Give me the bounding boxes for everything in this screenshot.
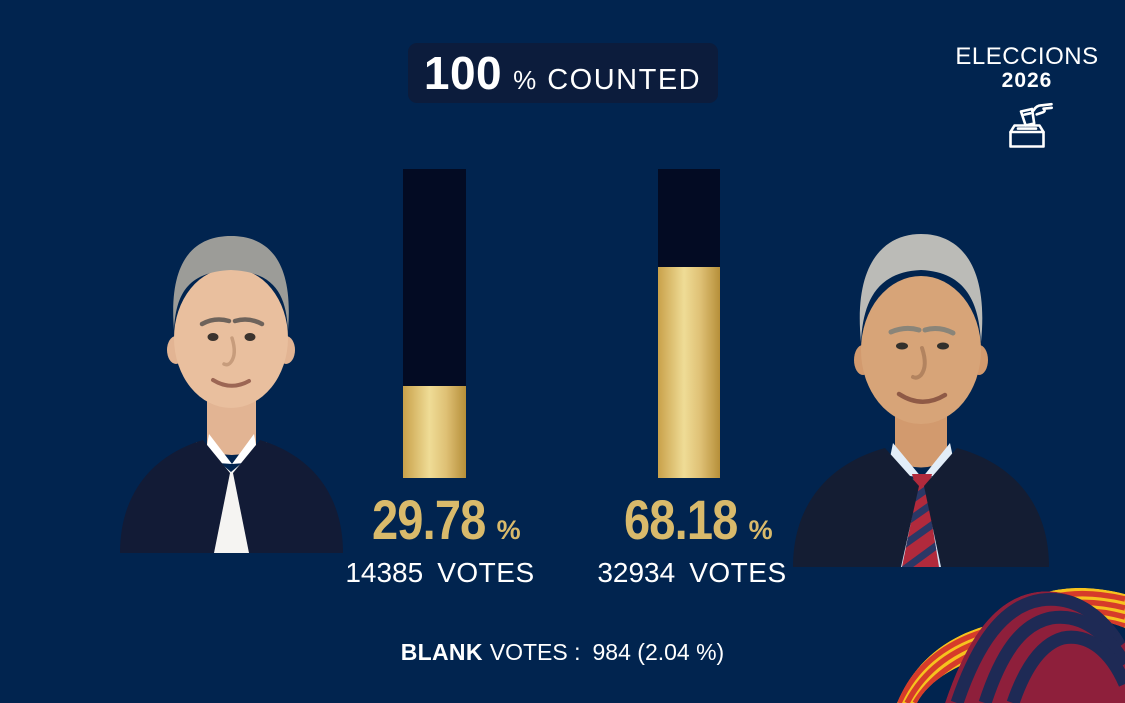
- brand-block: ELECCIONS 2026: [955, 44, 1099, 156]
- brand-year: 2026: [1001, 69, 1053, 93]
- result-right: 68.18% 32934 VOTES: [582, 492, 802, 589]
- pct-right-value: 68.18: [624, 488, 738, 551]
- bar-right-track: [658, 169, 720, 478]
- votes-right: 32934 VOTES: [582, 557, 802, 589]
- pct-left-sign: %: [496, 515, 521, 545]
- votes-left-label: VOTES: [437, 557, 535, 588]
- votes-right-label: VOTES: [689, 557, 787, 588]
- counted-percent-sign: %: [513, 65, 537, 95]
- votes-right-value: 32934: [597, 557, 676, 588]
- bar-right-fill: [658, 267, 720, 478]
- pct-left: 29.78%: [330, 492, 550, 548]
- bar-left-track: [403, 169, 466, 478]
- result-left: 29.78% 14385 VOTES: [330, 492, 550, 589]
- votes-left: 14385 VOTES: [330, 557, 550, 589]
- pct-right: 68.18%: [582, 492, 802, 548]
- blank-votes-label-bold: BLANK: [400, 639, 483, 665]
- bar-left-fill: [403, 385, 466, 478]
- pct-right-sign: %: [748, 515, 773, 545]
- blank-votes-label: VOTES :: [489, 639, 581, 665]
- blank-votes-line: BLANK VOTES : 984 (2.04 %): [0, 639, 1125, 666]
- pct-left-value: 29.78: [372, 488, 486, 551]
- counted-badge: 100 % COUNTED: [407, 43, 718, 103]
- ballot-box-icon: [955, 101, 1099, 156]
- votes-left-value: 14385: [345, 557, 424, 588]
- blank-votes-value: 984 (2.04 %): [592, 639, 725, 665]
- counted-label: COUNTED: [547, 64, 702, 96]
- candidate-right-photo: [793, 234, 1049, 567]
- counted-value: 100: [423, 47, 503, 99]
- candidate-left-photo: [120, 236, 343, 553]
- brand-title: ELECCIONS: [955, 43, 1099, 70]
- ribbon-decoration: [897, 587, 1125, 703]
